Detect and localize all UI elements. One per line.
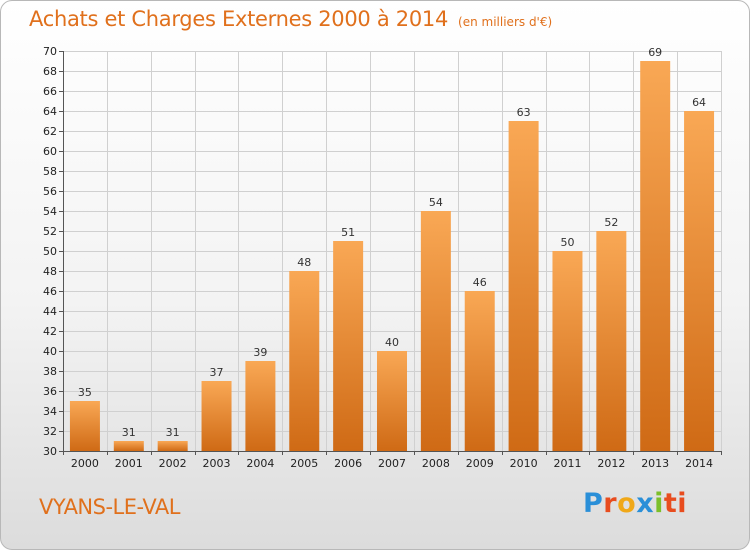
x-tick-label: 2010 [510, 457, 538, 470]
bar-2002[interactable] [157, 441, 188, 451]
bar-2004[interactable] [245, 361, 276, 451]
data-label: 37 [210, 366, 224, 379]
proxiti-logo[interactable]: Proxiti [583, 488, 687, 519]
x-tick-label: 2011 [553, 457, 581, 470]
logo-letter: ti [663, 488, 688, 519]
y-tick-label: 64 [43, 105, 57, 118]
y-tick-label: 58 [43, 165, 57, 178]
chart-unit: (en milliers d'€) [458, 15, 553, 29]
data-label: 64 [692, 96, 706, 109]
logo-letter: o [617, 488, 637, 519]
y-tick-label: 50 [43, 245, 57, 258]
chart-title: Achats et Charges Externes 2000 à 2014 (e… [29, 7, 552, 31]
bar-2011[interactable] [552, 251, 583, 451]
bar-2013[interactable] [640, 61, 671, 451]
y-tick-label: 62 [43, 125, 57, 138]
data-label: 48 [297, 256, 311, 269]
y-tick-label: 60 [43, 145, 57, 158]
y-tick-label: 66 [43, 85, 57, 98]
x-tick-label: 2000 [71, 457, 99, 470]
x-tick-label: 2006 [334, 457, 362, 470]
bar-2001[interactable] [113, 441, 144, 451]
y-tick-label: 38 [43, 365, 57, 378]
bar-2009[interactable] [464, 291, 495, 451]
axes: 30 32 34 36 38 40 42 44 46 48 50 52 54 56 58 60 62 64 66 68… [43, 45, 722, 470]
y-tick-label: 44 [43, 305, 57, 318]
logo-letter: i [654, 488, 664, 519]
data-label: 46 [473, 276, 487, 289]
data-label: 39 [253, 346, 267, 359]
logo-letter: P [583, 488, 604, 519]
data-label: 54 [429, 196, 443, 209]
data-label: 52 [604, 216, 618, 229]
bar-2000[interactable] [69, 401, 100, 451]
x-tick-label: 2002 [159, 457, 187, 470]
x-tick-label: 2007 [378, 457, 406, 470]
x-tick-label: 2004 [246, 457, 274, 470]
data-label: 31 [166, 426, 180, 439]
bar-2005[interactable] [289, 271, 320, 451]
x-tick-label: 2001 [115, 457, 143, 470]
bar-2008[interactable] [420, 211, 451, 451]
y-tick-label: 54 [43, 205, 57, 218]
data-label: 63 [517, 106, 531, 119]
y-tick-label: 56 [43, 185, 57, 198]
logo-letter: x [636, 488, 655, 519]
x-tick-label: 2008 [422, 457, 450, 470]
bar-2014[interactable] [684, 111, 715, 451]
x-tick-label: 2012 [597, 457, 625, 470]
commune-name: VYANS-LE-VAL [39, 495, 180, 519]
data-label: 40 [385, 336, 399, 349]
y-tick-label: 36 [43, 385, 57, 398]
y-tick-label: 34 [43, 405, 57, 418]
data-label: 31 [122, 426, 136, 439]
data-label: 51 [341, 226, 355, 239]
bar-2006[interactable] [333, 241, 364, 451]
chart-title-text: Achats et Charges Externes 2000 à 2014 [29, 7, 449, 31]
y-tick-label: 30 [43, 445, 57, 458]
x-tick-label: 2014 [685, 457, 713, 470]
x-tick-label: 2009 [466, 457, 494, 470]
bars: 35 31 31 37 39 48 51 40 54 46 63 50 52 69 64 [69, 46, 715, 451]
bar-2010[interactable] [508, 121, 539, 451]
bar-2007[interactable] [377, 351, 407, 451]
y-tick-label: 52 [43, 225, 57, 238]
x-tick-label: 2013 [641, 457, 669, 470]
logo-letter: r [603, 488, 618, 519]
y-tick-label: 48 [43, 265, 57, 278]
y-tick-label: 32 [43, 425, 57, 438]
y-tick-label: 42 [43, 325, 57, 338]
y-tick-label: 70 [43, 45, 57, 58]
bar-2003[interactable] [201, 381, 232, 451]
data-label: 69 [648, 46, 662, 59]
data-label: 50 [560, 236, 574, 249]
y-tick-label: 46 [43, 285, 57, 298]
y-tick-label: 40 [43, 345, 57, 358]
y-tick-label: 68 [43, 65, 57, 78]
bar-2012[interactable] [596, 231, 627, 451]
x-tick-label: 2005 [290, 457, 318, 470]
x-tick-label: 2003 [203, 457, 231, 470]
data-label: 35 [78, 386, 92, 399]
